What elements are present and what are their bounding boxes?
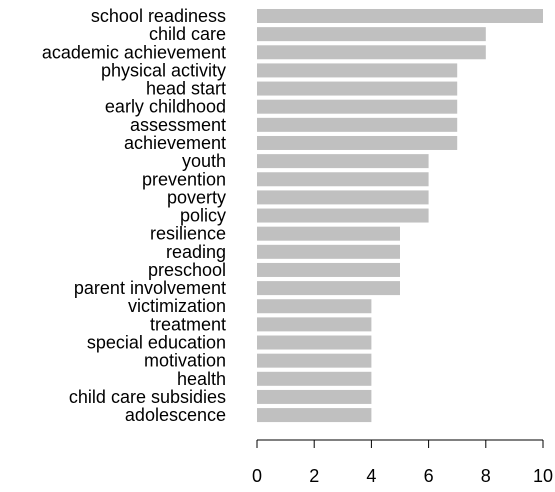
bar xyxy=(257,81,458,96)
bar xyxy=(257,117,458,132)
bar xyxy=(257,244,400,259)
bar xyxy=(257,353,372,368)
category-label: policy xyxy=(180,206,226,226)
category-label: resilience xyxy=(150,224,226,244)
category-label: adolescence xyxy=(125,405,226,425)
bar xyxy=(257,317,372,332)
x-axis: 0 2 4 6 8 10 xyxy=(252,439,553,486)
bar xyxy=(257,389,372,404)
category-label: head start xyxy=(146,79,226,99)
bar xyxy=(257,208,429,223)
bar xyxy=(257,408,372,423)
bar xyxy=(257,190,429,205)
bar xyxy=(257,27,486,42)
category-label: school readiness xyxy=(91,6,226,26)
category-label: physical activity xyxy=(101,60,226,80)
category-label: achievement xyxy=(124,133,226,153)
x-tick-label: 8 xyxy=(481,466,491,486)
category-label: treatment xyxy=(150,314,226,334)
category-label: reading xyxy=(166,242,226,262)
x-tick-label: 10 xyxy=(533,466,553,486)
category-label: special education xyxy=(87,333,226,353)
category-label: youth xyxy=(182,151,226,171)
x-tick-label: 0 xyxy=(252,466,262,486)
category-label: child care xyxy=(149,24,226,44)
bar xyxy=(257,9,543,23)
category-label: parent involvement xyxy=(74,278,226,298)
category-label: health xyxy=(177,369,226,389)
bar xyxy=(257,299,372,314)
category-label: academic achievement xyxy=(42,42,226,62)
bar xyxy=(257,371,372,386)
bar xyxy=(257,335,372,350)
bars-layer xyxy=(257,9,543,423)
bar xyxy=(257,281,400,296)
x-tick-label: 6 xyxy=(424,466,434,486)
category-label: child care subsidies xyxy=(69,387,226,407)
category-label: prevention xyxy=(142,169,226,189)
x-tick-label: 2 xyxy=(309,466,319,486)
bar xyxy=(257,45,486,60)
bar xyxy=(257,63,458,78)
bar xyxy=(257,226,400,241)
bar xyxy=(257,262,400,277)
bar xyxy=(257,154,429,169)
category-label: assessment xyxy=(130,115,226,135)
category-label: poverty xyxy=(167,187,226,207)
x-tick-label: 4 xyxy=(366,466,376,486)
category-label: victimization xyxy=(128,296,226,316)
category-label: motivation xyxy=(144,351,226,371)
bar xyxy=(257,99,458,114)
bar xyxy=(257,135,458,150)
category-label: preschool xyxy=(148,260,226,280)
category-label: early childhood xyxy=(105,97,226,117)
bar xyxy=(257,172,429,187)
